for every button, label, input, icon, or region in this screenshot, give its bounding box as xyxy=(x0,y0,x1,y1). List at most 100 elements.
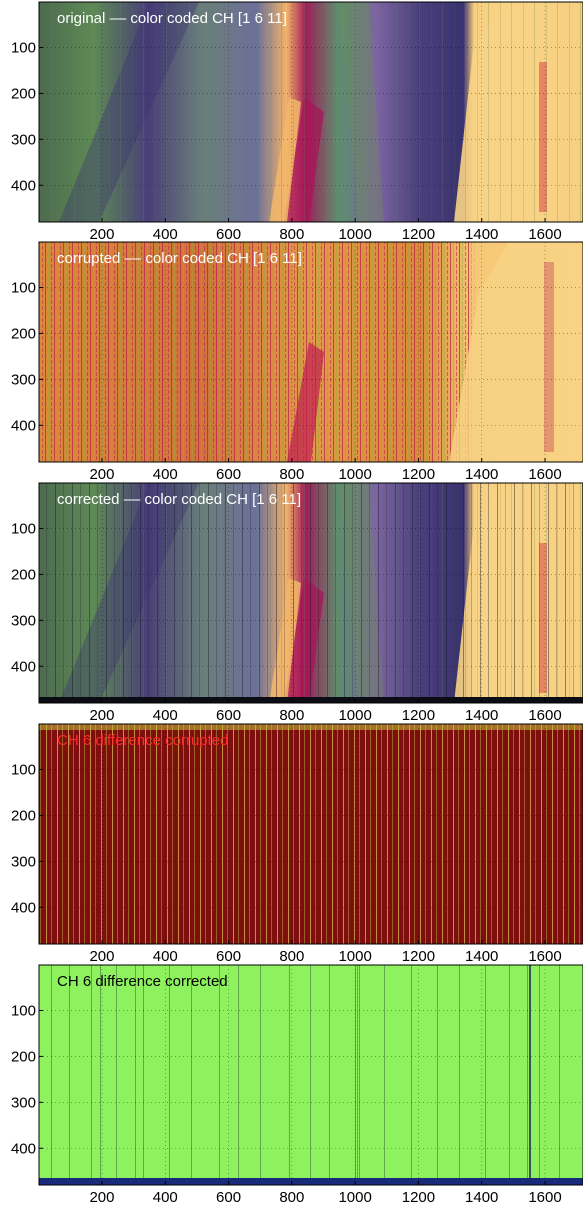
panel-0-frame xyxy=(38,1,583,223)
panel-4-streak xyxy=(116,965,117,1185)
panel-4-streak xyxy=(329,965,330,1185)
panel-1-xtick-label: 600 xyxy=(216,466,241,483)
panel-0-xtick-label: 800 xyxy=(279,226,304,243)
panel-4-streak xyxy=(355,965,356,1185)
panel-2-xtick-label: 600 xyxy=(216,707,241,724)
panel-1-frame xyxy=(38,241,583,463)
panel-2-xtick-label: 1000 xyxy=(338,707,371,724)
panel-3-xtick-label: 400 xyxy=(153,948,178,965)
panel-0-xtick-label: 1400 xyxy=(465,226,498,243)
panel-4-streak xyxy=(559,965,560,1185)
panel-4-xtick-label: 1400 xyxy=(465,1189,498,1206)
panel-4-xtick-label: 800 xyxy=(279,1189,304,1206)
panel-0-ytick-label: 300 xyxy=(11,131,36,148)
panel-3-texture xyxy=(39,724,583,944)
panel-0-xtick-label: 400 xyxy=(153,226,178,243)
panel-0-xtick-label: 1600 xyxy=(528,226,561,243)
panel-4-ytick-label: 200 xyxy=(11,1048,36,1065)
panel-2-xtick-label: 200 xyxy=(89,707,114,724)
panel-4-frame xyxy=(38,964,583,1186)
panel-2-xtick-label: 800 xyxy=(279,707,304,724)
panel-2-frame xyxy=(38,482,583,704)
panel-4-streak xyxy=(459,965,460,1185)
panel-4-streak xyxy=(527,965,528,1185)
panel-2-title: corrected –– color coded CH [1 6 11] xyxy=(57,491,301,508)
panel-3-xtick-label: 1400 xyxy=(465,948,498,965)
panel-3-xtick-label: 1200 xyxy=(402,948,435,965)
panel-4-streak xyxy=(135,965,136,1185)
panel-4-streak xyxy=(238,965,239,1185)
panel-4-streak xyxy=(91,965,92,1185)
panel-2-ytick-label: 200 xyxy=(11,566,36,583)
panel-4-xtick-label: 400 xyxy=(153,1189,178,1206)
panel-2-ytick-label: 400 xyxy=(11,658,36,675)
panel-4-streak xyxy=(359,965,360,1185)
panel-1-xtick-label: 1600 xyxy=(528,466,561,483)
panel-4-title: CH 6 difference corrected xyxy=(57,973,228,990)
panel-3-ytick-label: 400 xyxy=(11,899,36,916)
panel-2-ytick-label: 300 xyxy=(11,612,36,629)
panel-4-ytick-label: 300 xyxy=(11,1094,36,1111)
panel-1-xtick-label: 200 xyxy=(89,466,114,483)
panel-4-plot-area xyxy=(39,965,583,1185)
panel-2-xtick-label: 1200 xyxy=(402,707,435,724)
panel-1-feature xyxy=(287,342,324,462)
panel-2-band xyxy=(39,697,583,703)
panel-1-ytick-label: 300 xyxy=(11,371,36,388)
panel-3-ytick-label: 200 xyxy=(11,807,36,824)
panel-0-ytick-label: 200 xyxy=(11,85,36,102)
panel-4-streak xyxy=(51,965,52,1185)
panel-4-streak xyxy=(260,965,261,1185)
panel-1-ytick-label: 200 xyxy=(11,325,36,342)
panel-0-ytick-label: 100 xyxy=(11,39,36,56)
panel-4-streak xyxy=(69,965,70,1185)
panel-1-xtick-label: 1000 xyxy=(338,466,371,483)
panel-4-xtick-label: 600 xyxy=(216,1189,241,1206)
panel-3-plot-area xyxy=(39,724,583,944)
panel-4-xtick-label: 1000 xyxy=(338,1189,371,1206)
panel-2-texture xyxy=(39,483,583,703)
panel-4-streak xyxy=(539,965,540,1185)
panel-0-xtick-label: 200 xyxy=(89,226,114,243)
panel-4-xtick-label: 1600 xyxy=(528,1189,561,1206)
panel-3-ytick-label: 300 xyxy=(11,853,36,870)
panel-2-xtick-label: 1400 xyxy=(465,707,498,724)
panel-0-xtick-label: 1200 xyxy=(402,226,435,243)
panel-1: 200 400 600 800 1000 1200 1400 1600 100 200 300 400… xyxy=(11,241,583,483)
panel-1-title: corrupted –– color coded CH [1 6 11] xyxy=(57,250,302,267)
panel-1-xtick-label: 1200 xyxy=(402,466,435,483)
panel-1-xtick-label: 400 xyxy=(153,466,178,483)
panel-2-ytick-label: 100 xyxy=(11,520,36,537)
panel-4-streak xyxy=(529,965,531,1185)
panel-3-xtick-label: 600 xyxy=(216,948,241,965)
panel-3-ytick-label: 100 xyxy=(11,761,36,778)
panel-0-title: original –– color coded CH [1 6 11] xyxy=(57,10,287,27)
panel-4-streak xyxy=(310,965,311,1185)
panel-1-ytick-label: 400 xyxy=(11,417,36,434)
panel-2: 200 400 600 800 1000 1200 1400 1600 100 200 300 400… xyxy=(11,482,583,724)
panel-4-ytick-label: 100 xyxy=(11,1002,36,1019)
panel-2-xtick-label: 400 xyxy=(153,707,178,724)
panel-2-xtick-label: 1600 xyxy=(528,707,561,724)
panel-1-xtick-label: 1400 xyxy=(465,466,498,483)
panel-4-streak xyxy=(100,965,101,1185)
panel-0-plot-area xyxy=(39,2,583,222)
panel-3-frame xyxy=(38,723,583,945)
panel-4-streak xyxy=(485,965,486,1185)
panel-1-xtick-label: 800 xyxy=(279,466,304,483)
panel-3-xtick-label: 1600 xyxy=(528,948,561,965)
panel-1-feature xyxy=(449,242,583,462)
panel-4-streak xyxy=(289,965,290,1185)
panel-0-xtick-label: 1000 xyxy=(338,226,371,243)
panel-4-streak xyxy=(191,965,192,1185)
panel-4-streak xyxy=(411,965,412,1185)
panel-4-streak xyxy=(169,965,170,1185)
panel-3-xtick-label: 1000 xyxy=(338,948,371,965)
panel-4-streak xyxy=(509,965,510,1185)
panel-0-texture xyxy=(39,2,583,222)
panel-4: 200 400 600 800 1000 1200 1400 1600 100 200 300 400… xyxy=(11,964,583,1206)
panel-2-plot-area xyxy=(39,483,583,703)
panel-4-streak xyxy=(357,965,358,1185)
panel-4-xtick-label: 1200 xyxy=(402,1189,435,1206)
